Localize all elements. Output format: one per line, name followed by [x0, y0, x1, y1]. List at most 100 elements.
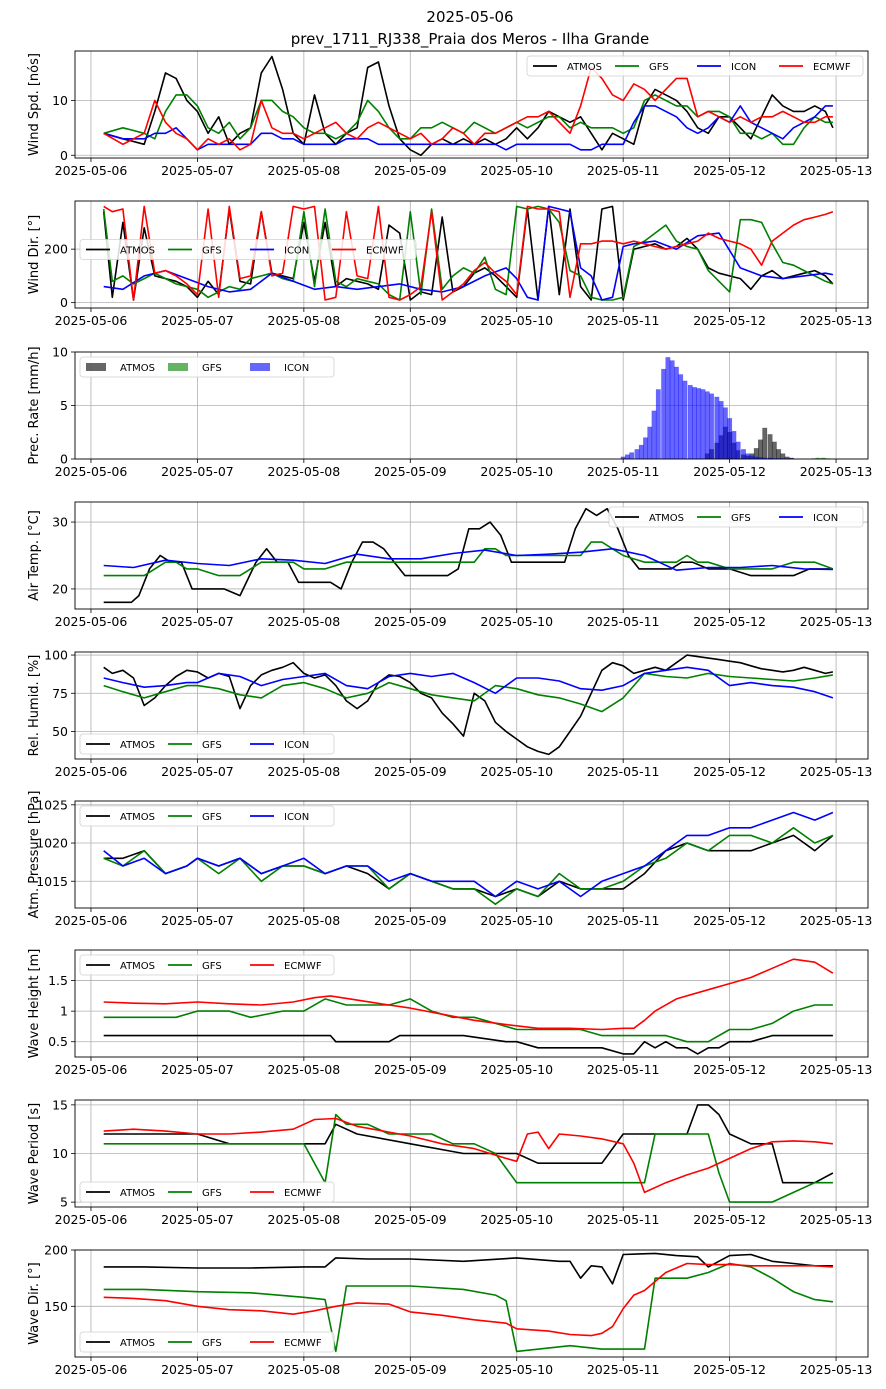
legend-label-gfs: GFS	[202, 1338, 222, 1349]
legend-box	[79, 1331, 335, 1353]
series-line-icon	[103, 105, 833, 151]
plot-frame	[74, 800, 869, 909]
bar-icon	[731, 430, 737, 459]
x-tick-label: 2025-05-13	[800, 913, 873, 928]
x-tick-label: 2025-05-06	[55, 1062, 128, 1077]
bar-icon	[704, 391, 710, 459]
x-tick-label: 2025-05-13	[800, 614, 873, 629]
plot-frame	[74, 501, 869, 610]
y-axis-label: Rel. Humid. [%]	[27, 655, 42, 757]
series-line-atmos	[103, 1034, 833, 1055]
bar-icon	[714, 396, 720, 459]
series-line-gfs	[103, 826, 834, 906]
x-tick-label: 2025-05-10	[480, 464, 553, 479]
y-tick-label: 10	[52, 93, 68, 108]
legend-box	[79, 239, 417, 260]
series-line-atmos	[103, 834, 834, 898]
legend-label-icon: ICON	[813, 513, 838, 524]
series-line-gfs	[103, 1113, 833, 1203]
x-tick-label: 2025-05-07	[161, 614, 234, 629]
legend-label-atmos: ATMOS	[567, 62, 602, 73]
x-tick-label: 2025-05-07	[161, 1362, 234, 1377]
bar-icon	[624, 454, 630, 459]
y-tick-label: 0	[60, 452, 68, 467]
plot-frame	[74, 50, 869, 159]
y-axis-label: Wave Dir. [°]	[27, 1262, 42, 1345]
bar-icon	[661, 368, 667, 459]
x-tick-label: 2025-05-07	[161, 764, 234, 779]
y-tick-label: 10	[52, 345, 68, 360]
plot-frame	[74, 949, 869, 1058]
y-tick-label: 5	[60, 398, 68, 413]
bar-icon	[673, 366, 679, 459]
chart-panel-4: 2025-05-06 2025-05-07 2025-05-08 2025-05-09…	[27, 501, 873, 629]
plot-area	[103, 811, 834, 906]
legend: ATMOS GFS ICON ECMWF	[526, 55, 864, 77]
bar-icon	[678, 374, 684, 459]
chart-panel-1: 2025-05-06 2025-05-07 2025-05-08 2025-05-09…	[27, 50, 872, 178]
series-line-gfs	[102, 205, 834, 301]
y-tick-label: 75	[52, 686, 68, 701]
y-axis-label: Wind Spd. [nós]	[27, 53, 42, 156]
y-tick-label: 30	[52, 515, 68, 530]
legend-swatch-icon	[250, 363, 270, 371]
plot-frame	[74, 1099, 869, 1208]
legend-label-atmos: ATMOS	[120, 1338, 155, 1349]
legend-label-atmos: ATMOS	[120, 740, 155, 751]
x-tick-label: 2025-05-08	[268, 1362, 341, 1377]
series-line-atmos	[103, 1252, 833, 1285]
y-tick-label: 0	[60, 295, 68, 310]
legend: ATMOS GFS ICON	[79, 733, 335, 755]
legend-label-gfs: GFS	[202, 363, 222, 374]
y-tick-label: 1020	[36, 836, 68, 851]
legend-label-gfs: GFS	[202, 1188, 222, 1199]
legend: ATMOS GFS ICON	[608, 506, 864, 528]
x-tick-label: 2025-05-10	[480, 1062, 553, 1077]
legend-label-gfs: GFS	[202, 740, 222, 751]
legend-label-gfs: GFS	[202, 246, 222, 257]
legend-label-icon: ICON	[731, 62, 756, 73]
x-tick-label: 2025-05-10	[480, 913, 553, 928]
x-tick-label: 2025-05-11	[587, 1212, 660, 1227]
y-axis-label: Atm. Pressure [hPa]	[27, 791, 42, 919]
legend-label-ecmwf: ECMWF	[813, 62, 851, 73]
legend-label-atmos: ATMOS	[120, 812, 155, 823]
series-line-atmos	[103, 507, 833, 604]
bar-atmos	[762, 427, 768, 459]
legend-label-icon: ICON	[284, 812, 309, 823]
plot-area	[103, 507, 834, 604]
y-axis-label: Wind Dir. [°]	[27, 215, 42, 295]
y-axis-label: Air Temp. [°C]	[27, 510, 42, 601]
x-tick-label: 2025-05-11	[587, 1062, 660, 1077]
legend-label-gfs: GFS	[731, 513, 751, 524]
legend-box	[79, 1181, 335, 1203]
x-tick-label: 2025-05-06	[55, 313, 128, 328]
y-tick-label: 50	[52, 724, 68, 739]
bar-icon	[643, 437, 649, 459]
x-tick-label: 2025-05-12	[693, 1362, 766, 1377]
x-tick-label: 2025-05-06	[55, 464, 128, 479]
bar-icon	[647, 426, 653, 459]
y-tick-label: 10	[52, 1146, 68, 1161]
x-tick-label: 2025-05-11	[587, 464, 660, 479]
series-line-icon	[103, 547, 833, 572]
y-tick-label: 150	[44, 1299, 68, 1314]
x-tick-label: 2025-05-10	[480, 764, 553, 779]
chart-panel-3: 2025-05-06 2025-05-07 2025-05-08 2025-05-09…	[27, 345, 872, 480]
page-title: 2025-05-06	[426, 8, 514, 26]
legend: ATMOS GFS ICON	[79, 805, 335, 827]
x-tick-label: 2025-05-13	[800, 1362, 873, 1377]
legend-box	[526, 55, 864, 77]
y-tick-label: 1	[60, 1004, 68, 1019]
y-tick-label: 200	[44, 1243, 68, 1258]
bar-icon	[682, 380, 688, 459]
bar-icon	[745, 453, 751, 459]
series-line-icon	[103, 666, 834, 699]
plot-area	[103, 1252, 833, 1353]
bar-icon	[718, 400, 724, 459]
x-tick-label: 2025-05-09	[374, 163, 447, 178]
bar-icon	[634, 449, 640, 459]
x-tick-label: 2025-05-07	[161, 913, 234, 928]
legend-swatch-atmos	[86, 363, 106, 371]
bar-icon	[629, 452, 635, 459]
